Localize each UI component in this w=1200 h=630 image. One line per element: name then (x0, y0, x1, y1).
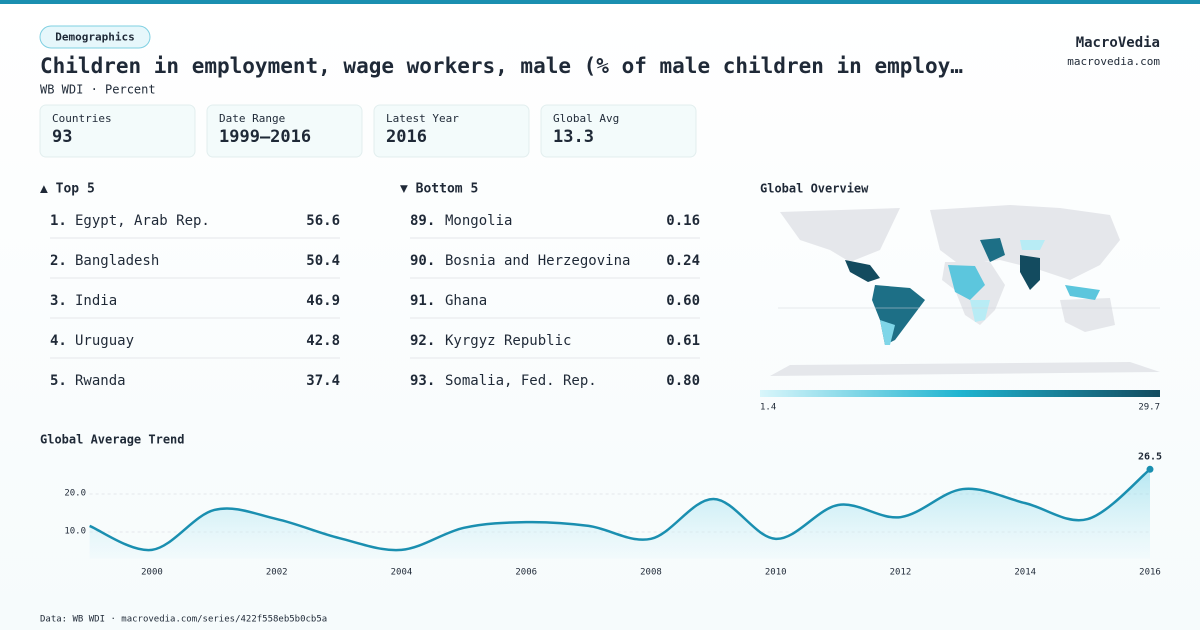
map-land (1060, 298, 1115, 332)
value: 0.61 (666, 333, 700, 349)
y-tick-label: 20.0 (64, 489, 86, 499)
value: 0.24 (666, 253, 700, 269)
value: 0.60 (666, 293, 700, 309)
value: 0.16 (666, 213, 700, 229)
stat-value: 13.3 (553, 127, 594, 147)
map-region (980, 238, 1005, 262)
rank: 3. (50, 293, 67, 309)
stat-card (373, 104, 530, 158)
stat-card (39, 104, 196, 158)
top-bar (0, 0, 1200, 4)
tag-pill (39, 25, 151, 49)
map-title: Global Overview (760, 182, 869, 196)
line (89, 468, 1151, 552)
country: Kyrgyz Republic (445, 333, 571, 349)
x-tick-label: 2016 (1139, 568, 1161, 578)
rank: 1. (50, 213, 67, 229)
value-label: 26.5 (1138, 451, 1162, 462)
tag: Demographics (55, 31, 134, 44)
value: 46.9 (306, 293, 340, 309)
map-region (1065, 285, 1100, 300)
country: Somalia, Fed. Rep. (445, 373, 597, 389)
stat-label: Latest Year (386, 112, 459, 125)
legend-max: 29.7 (1138, 403, 1160, 413)
map-region (1020, 255, 1040, 290)
map-region (845, 260, 880, 282)
map-region (948, 265, 985, 300)
map-region (1020, 240, 1045, 250)
country: Egypt, Arab Rep. (75, 213, 210, 229)
x-tick-label: 2004 (391, 568, 413, 578)
x-tick-label: 2000 (141, 568, 163, 578)
country: Bangladesh (75, 253, 159, 269)
x-tick-label: 2012 (890, 568, 912, 578)
country: Uruguay (75, 333, 134, 349)
stat-value: 2016 (386, 127, 427, 147)
stat-value: 93 (52, 127, 72, 147)
world-map (770, 205, 1160, 376)
brand: MacroVedia (1076, 35, 1160, 51)
map-land (780, 208, 900, 262)
list-title: ▲ Top 5 (40, 182, 95, 197)
rank: 2. (50, 253, 67, 269)
x-tick-label: 2010 (765, 568, 787, 578)
stat-label: Countries (52, 112, 112, 125)
x-tick-label: 2014 (1014, 568, 1036, 578)
rank: 93. (410, 373, 435, 389)
rank: 92. (410, 333, 435, 349)
stat-label: Global Avg (553, 112, 619, 125)
rank: 5. (50, 373, 67, 389)
rank: 91. (410, 293, 435, 309)
y-tick-label: 10.0 (64, 527, 86, 537)
title: Children in employment, wage workers, ma… (40, 54, 963, 78)
stat-label: Date Range (219, 112, 285, 125)
rank: 89. (410, 213, 435, 229)
x-tick-label: 2002 (266, 568, 288, 578)
x-tick-label: 2006 (515, 568, 537, 578)
country: Bosnia and Herzegovina (445, 253, 630, 269)
map-land (770, 362, 1160, 376)
area (89, 469, 1151, 559)
map-region (970, 300, 990, 322)
country: Ghana (445, 293, 487, 309)
value: 0.80 (666, 373, 700, 389)
stat-card (206, 104, 363, 158)
rank: 4. (50, 333, 67, 349)
value: 50.4 (306, 253, 340, 269)
country: Mongolia (445, 213, 512, 229)
footer: Data: WB WDI · macrovedia.com/series/422… (40, 615, 327, 625)
point (1146, 465, 1154, 473)
site: macrovedia.com (1067, 55, 1160, 68)
rank: 90. (410, 253, 435, 269)
stat-value: 1999–2016 (219, 127, 311, 147)
chart-title: Global Average Trend (40, 433, 185, 447)
list-title: ▼ Bottom 5 (400, 182, 478, 197)
value: 42.8 (306, 333, 340, 349)
value: 37.4 (306, 373, 340, 389)
stat-card (540, 104, 697, 158)
x-tick-label: 2008 (640, 568, 662, 578)
value: 56.6 (306, 213, 340, 229)
map-legend-scale (760, 390, 1160, 397)
country: Rwanda (75, 373, 126, 389)
legend-min: 1.4 (760, 403, 776, 413)
country: India (75, 293, 117, 309)
map-region (880, 320, 895, 345)
subtitle: WB WDI · Percent (40, 83, 156, 97)
